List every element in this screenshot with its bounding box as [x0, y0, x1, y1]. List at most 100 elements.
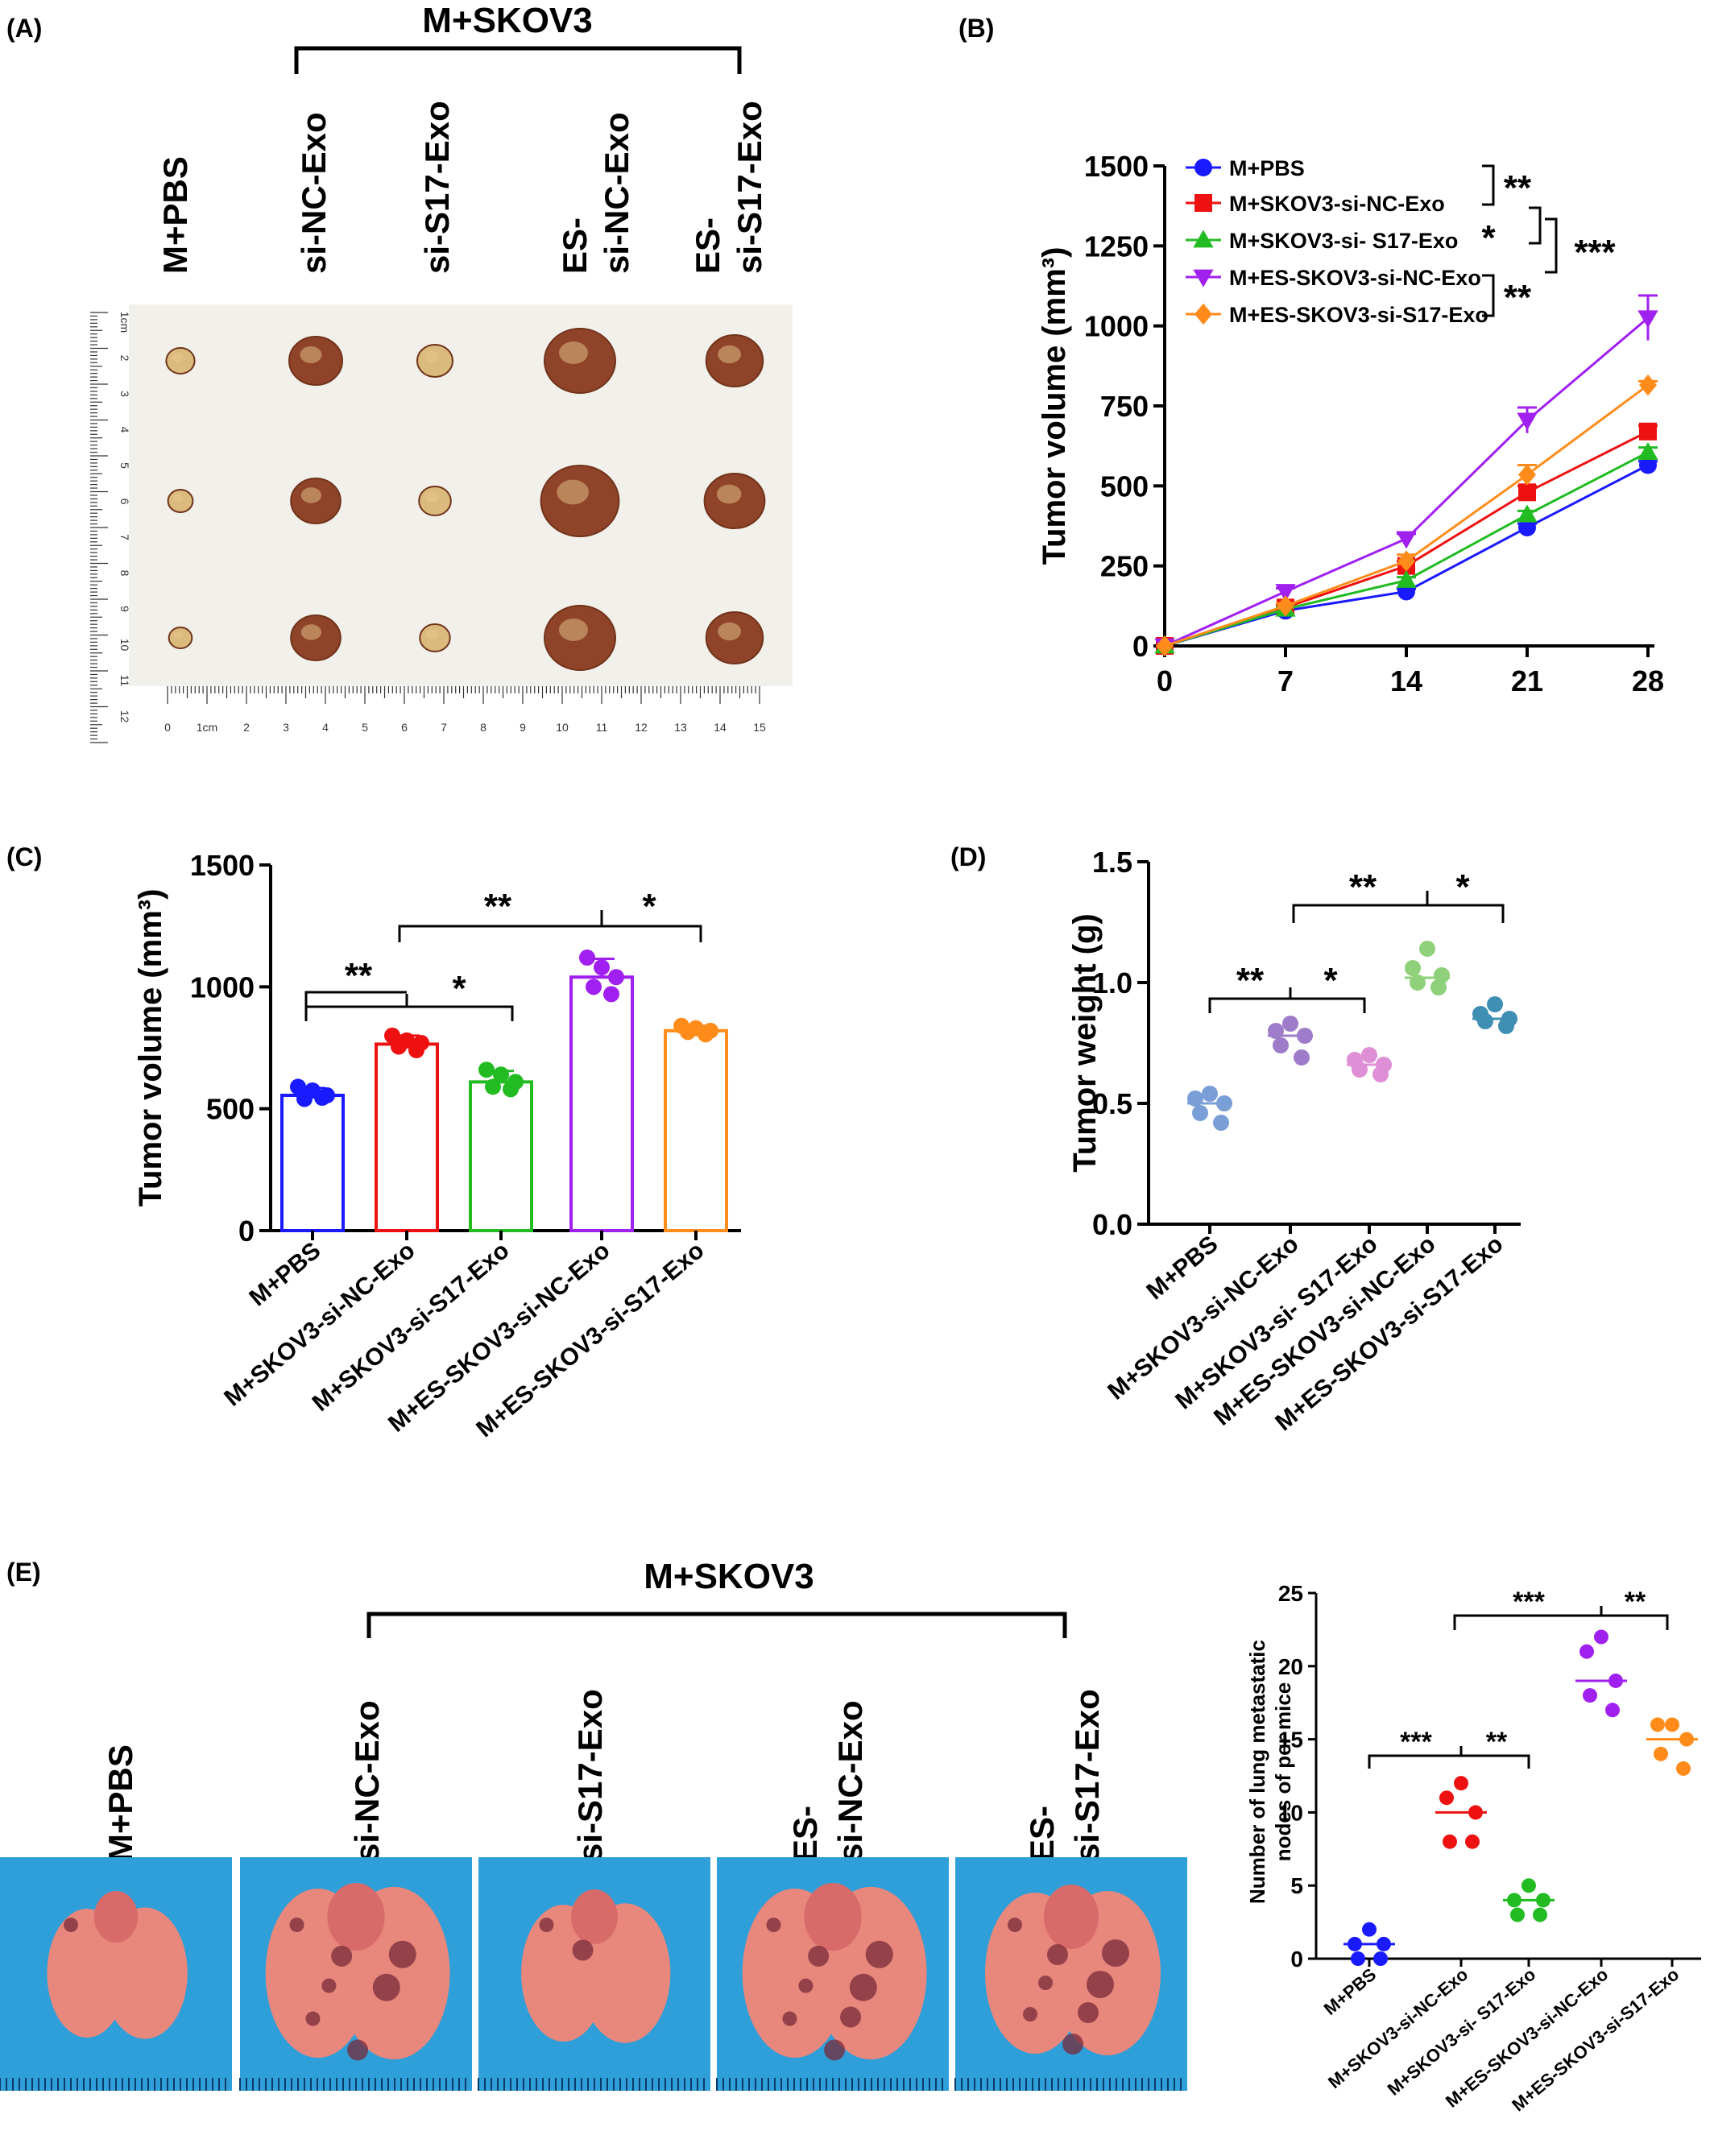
panel-a-tumor-highlight: [300, 487, 321, 503]
panel-c-significance-bracket: [304, 1005, 514, 1021]
panel-b-significance-bracket: [1482, 164, 1495, 206]
panel-b-legend-label: M+ES-SKOV3-si-S17-Exo: [1229, 303, 1488, 327]
panel-e-data-point: [1650, 1717, 1665, 1732]
panel-e-group-label: si-S17-Exo: [571, 1689, 609, 1862]
panel-c-significance-bracket: [398, 925, 702, 942]
panel-e-lung-heart: [804, 1883, 862, 1951]
panel-e-data-point: [1443, 1834, 1457, 1849]
panel-b-data-point: [1518, 464, 1536, 486]
panel-b-data-point: [1639, 456, 1657, 474]
panel-a-photo: [90, 304, 793, 749]
panel-d-data-point: [1410, 975, 1426, 991]
panel-a-ruler-label: 8: [118, 570, 131, 577]
panel-e-data-point: [1608, 1673, 1623, 1688]
panel-b-data-point: [1637, 310, 1658, 329]
panel-b-y-tick-label: 0: [1132, 630, 1149, 663]
panel-a-tumor-photo: M+SKOV3 M+PBS si-NC-Exo si-S17-Exo ES-si-NC…: [90, 1, 793, 749]
panel-e-lung-heart: [327, 1883, 385, 1951]
panel-e-lung-nodule: [64, 1918, 78, 1932]
panel-d-data-point: [1213, 1115, 1229, 1131]
panel-a-ruler-label: 11: [118, 675, 131, 687]
panel-b-data-point: [1277, 595, 1294, 617]
panel-b-data-point: [1396, 569, 1417, 588]
panel-b-data-point: [1517, 412, 1538, 431]
panel-b-data-point: [1639, 374, 1657, 396]
panel-d-data-point: [1487, 996, 1503, 1012]
panel-label-e: (E): [6, 1558, 41, 1587]
panel-a-ruler-label: 3: [118, 391, 131, 397]
panel-a-ruler-label: 4: [322, 721, 329, 734]
panel-e-y-tick-label: 0: [1290, 1947, 1303, 1972]
panel-b-data-point: [1396, 531, 1417, 549]
panel-a-tumor-highlight: [557, 479, 589, 505]
panel-d-data-point: [1477, 1013, 1493, 1029]
panel-e-lung-nodule: [388, 1940, 416, 1968]
panel-d-data-point: [1498, 1018, 1514, 1034]
panel-a-ruler-label: 3: [283, 721, 289, 734]
panel-b-y-axis-label: Tumor volume (mm³): [1037, 247, 1072, 565]
panel-a-ruler-label: 5: [362, 721, 368, 734]
panel-d-data-point: [1268, 1023, 1284, 1039]
panel-b-legend-marker: [1193, 269, 1214, 288]
panel-e-lung-nodule: [321, 1978, 337, 1993]
panel-b-significance-bracket: [1529, 206, 1542, 245]
panel-d-significance-label: *: [1323, 961, 1338, 1000]
panel-c-data-point: [579, 950, 595, 966]
panel-d-data-point: [1434, 967, 1450, 983]
panel-b-y-tick-label: 250: [1100, 550, 1149, 583]
panel-b-legend-marker: [1194, 194, 1212, 212]
panel-e-significance-label: ***: [1513, 1587, 1545, 1617]
panel-c-significance-label: *: [452, 969, 466, 1008]
panel-c-y-tick-label: 500: [206, 1093, 255, 1126]
panel-e-lung-nodule: [1078, 2002, 1099, 2023]
panel-a-ruler-label: 0: [164, 721, 171, 734]
panel-b-significance-label: ***: [1574, 233, 1616, 272]
panel-b-legend-marker: [1194, 303, 1212, 325]
panel-a-tumor-highlight: [716, 484, 742, 504]
panel-b-y-tick-label: 1500: [1084, 150, 1149, 183]
panel-b-x-tick-label: 28: [1632, 664, 1664, 697]
panel-e-data-point: [1536, 1893, 1550, 1908]
panel-a-tumor-highlight: [172, 353, 184, 362]
panel-a-tumor-highlight: [172, 494, 184, 503]
panel-c-data-point: [594, 959, 610, 976]
panel-b-x-tick-label: 14: [1390, 664, 1422, 697]
panel-d-data-point: [1405, 960, 1421, 976]
panel-d-data-point: [1192, 1105, 1208, 1121]
panel-b-x-tick-label: 21: [1511, 664, 1543, 697]
panel-a-ruler-label: 10: [118, 639, 131, 652]
panel-e-significance-label: **: [1486, 1727, 1508, 1757]
panel-e-y-axis-label: Number of lung metastatic: [1245, 1640, 1269, 1904]
panel-c-y-axis-label: Tumor volume (mm³): [133, 889, 168, 1207]
panel-d-data-point: [1187, 1090, 1203, 1107]
panel-e-data-point: [1510, 1907, 1525, 1922]
panel-c-bar: [569, 975, 634, 1233]
panel-b-y-tick-label: 750: [1100, 390, 1149, 423]
panel-b-legend-marker: [1194, 159, 1212, 176]
panel-a-tumor-highlight: [300, 624, 321, 640]
panel-a-ruler-label: 7: [441, 721, 447, 734]
panel-a-group-label: M+PBS: [156, 156, 194, 274]
panel-b-significance-label: **: [1504, 168, 1532, 208]
panel-e-lung-nodule: [808, 1945, 830, 1967]
panel-a-ruler-label: 10: [556, 721, 569, 734]
panel-b-x-tick-label: 7: [1277, 664, 1294, 697]
panel-d-data-point: [1419, 941, 1435, 957]
panel-b-legend-label: M+ES-SKOV3-si-NC-Exo: [1229, 266, 1481, 290]
panel-e-data-point: [1533, 1907, 1547, 1922]
panel-b-y-tick-label: 1000: [1084, 310, 1149, 343]
panel-e-lung-nodule: [1047, 1944, 1068, 1965]
panel-e-significance-bracket: [1453, 1614, 1669, 1630]
panel-b-significance-bracket: [1545, 217, 1558, 274]
panel-d-significance-label: *: [1455, 867, 1470, 907]
panel-b-data-point: [1518, 483, 1536, 502]
panel-e-data-point: [1579, 1644, 1594, 1659]
panel-b-legend-label: M+SKOV3-si- S17-Exo: [1229, 229, 1458, 253]
panel-e-group-label: si-NC-Exo: [831, 1700, 869, 1862]
panel-e-lung-photos: M+SKOV3 M+PBS si-NC-Exo si-S17-Exo ES-si-NC…: [0, 1557, 1187, 2091]
panel-e-lung-nodule: [305, 2011, 321, 2026]
panel-e-data-point: [1594, 1629, 1608, 1645]
